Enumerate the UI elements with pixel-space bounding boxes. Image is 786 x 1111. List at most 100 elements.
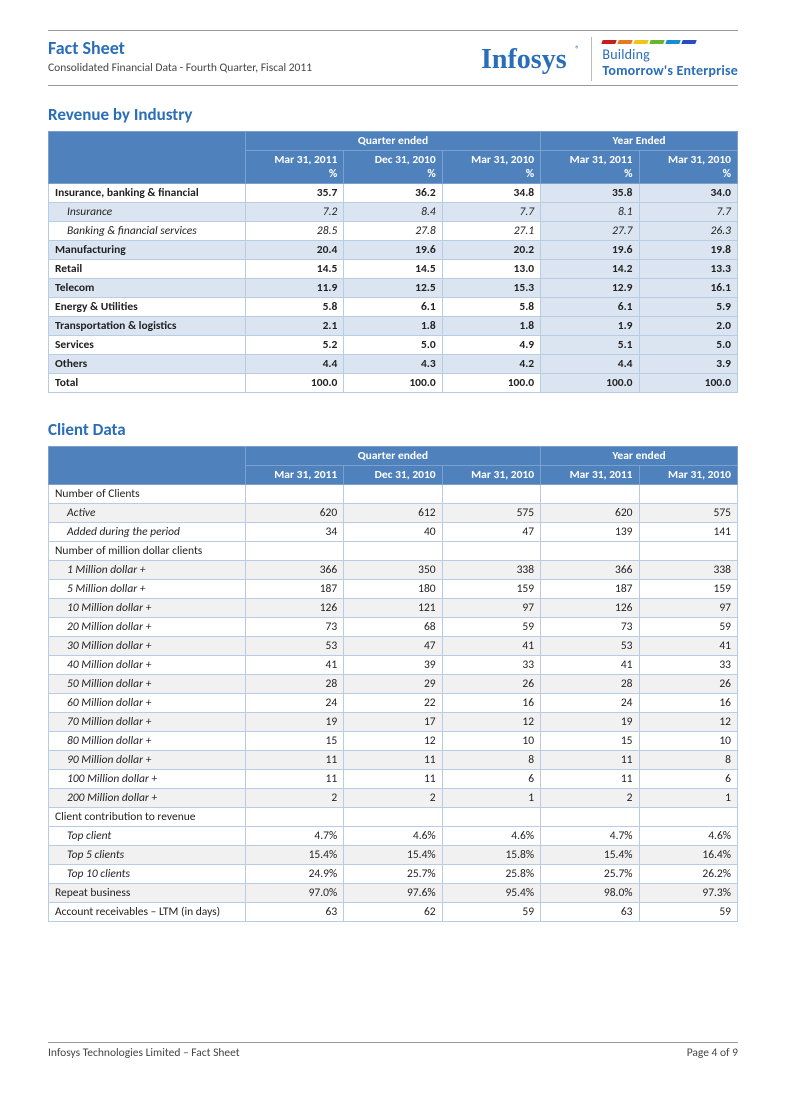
cell: 15.3 [442, 279, 540, 298]
cell: 13.0 [442, 260, 540, 279]
table-row: Repeat business97.0%97.6%95.4%98.0%97.3% [49, 884, 738, 903]
cell: 10 [442, 732, 540, 751]
cell: 366 [245, 561, 343, 580]
cell: 28.5 [245, 222, 343, 241]
cell: 28 [541, 675, 639, 694]
cell: 59 [639, 618, 737, 637]
row-label: Total [49, 374, 246, 393]
table-row: Manufacturing20.419.620.219.619.8 [49, 241, 738, 260]
cell: 25.8% [442, 865, 540, 884]
table-row: Added during the period344047139141 [49, 523, 738, 542]
cell [442, 808, 540, 827]
cell: 4.9 [442, 336, 540, 355]
cell: 12.5 [344, 279, 442, 298]
column-header: Dec 31, 2010 [344, 466, 442, 485]
cell: 73 [245, 618, 343, 637]
cell: 4.7% [245, 827, 343, 846]
row-label: Top client [49, 827, 246, 846]
cell: 7.2 [245, 203, 343, 222]
cell: 41 [245, 656, 343, 675]
cell [541, 808, 639, 827]
cell: 11 [344, 751, 442, 770]
cell: 20.2 [442, 241, 540, 260]
cell: 24 [245, 694, 343, 713]
cell: 16 [639, 694, 737, 713]
cell: 126 [245, 599, 343, 618]
cell: 39 [344, 656, 442, 675]
row-label: 90 Million dollar + [49, 751, 246, 770]
table-row: Active620612575620575 [49, 504, 738, 523]
cell [639, 808, 737, 827]
cell: 13.3 [639, 260, 737, 279]
column-header: Mar 31, 2010% [639, 151, 737, 184]
cell: 8 [442, 751, 540, 770]
cell: 40 [344, 523, 442, 542]
row-label: Insurance, banking & financial [49, 184, 246, 203]
table-row: Account receivables – LTM (in days)63625… [49, 903, 738, 922]
cell: 15 [245, 732, 343, 751]
page-header: Fact Sheet Consolidated Financial Data -… [48, 30, 738, 86]
row-label: Energy & Utilities [49, 298, 246, 317]
table-row: Number of Clients [49, 485, 738, 504]
table-row: Total100.0100.0100.0100.0100.0 [49, 374, 738, 393]
cell: 6 [442, 770, 540, 789]
cell: 28 [245, 675, 343, 694]
cell [245, 808, 343, 827]
cell: 34 [245, 523, 343, 542]
row-label: 100 Million dollar + [49, 770, 246, 789]
tagline-line2: Tomorrow's Enterprise [602, 63, 738, 78]
tagline-block: Building Tomorrow's Enterprise [602, 40, 738, 78]
row-label: 50 Million dollar + [49, 675, 246, 694]
cell: 612 [344, 504, 442, 523]
cell: 180 [344, 580, 442, 599]
cell: 100.0 [639, 374, 737, 393]
row-label: 20 Million dollar + [49, 618, 246, 637]
cell [541, 542, 639, 561]
infosys-logo: Infosys ® [481, 40, 581, 78]
cell [639, 542, 737, 561]
table-row: Banking & financial services28.527.827.1… [49, 222, 738, 241]
cell: 620 [245, 504, 343, 523]
cell: 33 [442, 656, 540, 675]
cell: 121 [344, 599, 442, 618]
row-label: 1 Million dollar + [49, 561, 246, 580]
page-subtitle: Consolidated Financial Data - Fourth Qua… [48, 61, 312, 75]
cell: 4.2 [442, 355, 540, 374]
cell: 16.4% [639, 846, 737, 865]
row-label: Account receivables – LTM (in days) [49, 903, 246, 922]
cell: 11 [344, 770, 442, 789]
quarter-ended-header: Quarter ended [245, 447, 540, 466]
cell: 1.8 [344, 317, 442, 336]
cell: 47 [442, 523, 540, 542]
cell: 620 [541, 504, 639, 523]
cell: 59 [639, 903, 737, 922]
column-header: Mar 31, 2011 [541, 466, 639, 485]
cell: 350 [344, 561, 442, 580]
cell: 5.2 [245, 336, 343, 355]
cell: 20.4 [245, 241, 343, 260]
table-row: 40 Million dollar +4139334133 [49, 656, 738, 675]
table-row: 60 Million dollar +2422162416 [49, 694, 738, 713]
logo-block: Infosys ® Building Tomorrow's Enterprise [481, 37, 738, 81]
cell: 95.4% [442, 884, 540, 903]
cell: 4.7% [541, 827, 639, 846]
row-label: Top 10 clients [49, 865, 246, 884]
row-label: 200 Million dollar + [49, 789, 246, 808]
revenue-section-title: Revenue by Industry [48, 104, 738, 125]
cell: 97.0% [245, 884, 343, 903]
row-label: Repeat business [49, 884, 246, 903]
table-row: 90 Million dollar +11118118 [49, 751, 738, 770]
cell: 41 [442, 637, 540, 656]
cell: 11 [245, 751, 343, 770]
table-row: 1 Million dollar +366350338366338 [49, 561, 738, 580]
column-header: Mar 31, 2011% [541, 151, 639, 184]
cell: 29 [344, 675, 442, 694]
row-label: 5 Million dollar + [49, 580, 246, 599]
cell: 19.6 [344, 241, 442, 260]
column-header: Mar 31, 2010 [639, 466, 737, 485]
cell [442, 485, 540, 504]
client-data-table: Quarter ended Year ended Mar 31, 2011Dec… [48, 446, 738, 922]
cell: 26 [442, 675, 540, 694]
cell: 26.3 [639, 222, 737, 241]
table-row: 70 Million dollar +1917121912 [49, 713, 738, 732]
